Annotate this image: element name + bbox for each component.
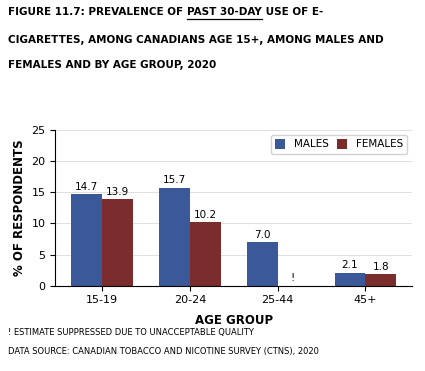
Text: 7.0: 7.0	[254, 230, 270, 240]
Text: ! ESTIMATE SUPPRESSED DUE TO UNACCEPTABLE QUALITY: ! ESTIMATE SUPPRESSED DUE TO UNACCEPTABL…	[8, 328, 255, 337]
X-axis label: AGE GROUP: AGE GROUP	[195, 314, 273, 327]
Text: CIGARETTES, AMONG CANADIANS AGE 15+, AMONG MALES AND: CIGARETTES, AMONG CANADIANS AGE 15+, AMO…	[8, 35, 384, 45]
Bar	[71, 194, 102, 286]
Bar	[334, 273, 366, 286]
Y-axis label: % OF RESPONDENTS: % OF RESPONDENTS	[13, 139, 26, 276]
Bar	[102, 199, 133, 286]
Text: DATA SOURCE: CANADIAN TOBACCO AND NICOTINE SURVEY (CTNS), 2020: DATA SOURCE: CANADIAN TOBACCO AND NICOTI…	[8, 347, 319, 356]
Text: 14.7: 14.7	[75, 181, 99, 191]
Bar	[190, 222, 221, 286]
Legend: MALES, FEMALES: MALES, FEMALES	[271, 135, 407, 154]
Text: 15.7: 15.7	[163, 175, 186, 186]
Text: 13.9: 13.9	[106, 187, 129, 197]
Text: 1.8: 1.8	[372, 262, 389, 272]
Text: PAST 30-DAY: PAST 30-DAY	[187, 7, 262, 17]
Text: USE OF E-: USE OF E-	[262, 7, 323, 17]
Text: 10.2: 10.2	[194, 210, 217, 220]
Text: FIGURE 11.7: PREVALENCE OF: FIGURE 11.7: PREVALENCE OF	[8, 7, 187, 17]
Text: !: !	[291, 273, 295, 283]
Bar	[366, 275, 396, 286]
Bar	[159, 188, 190, 286]
Bar	[247, 242, 278, 286]
Text: FEMALES AND BY AGE GROUP, 2020: FEMALES AND BY AGE GROUP, 2020	[8, 60, 217, 70]
Text: 2.1: 2.1	[342, 260, 358, 270]
